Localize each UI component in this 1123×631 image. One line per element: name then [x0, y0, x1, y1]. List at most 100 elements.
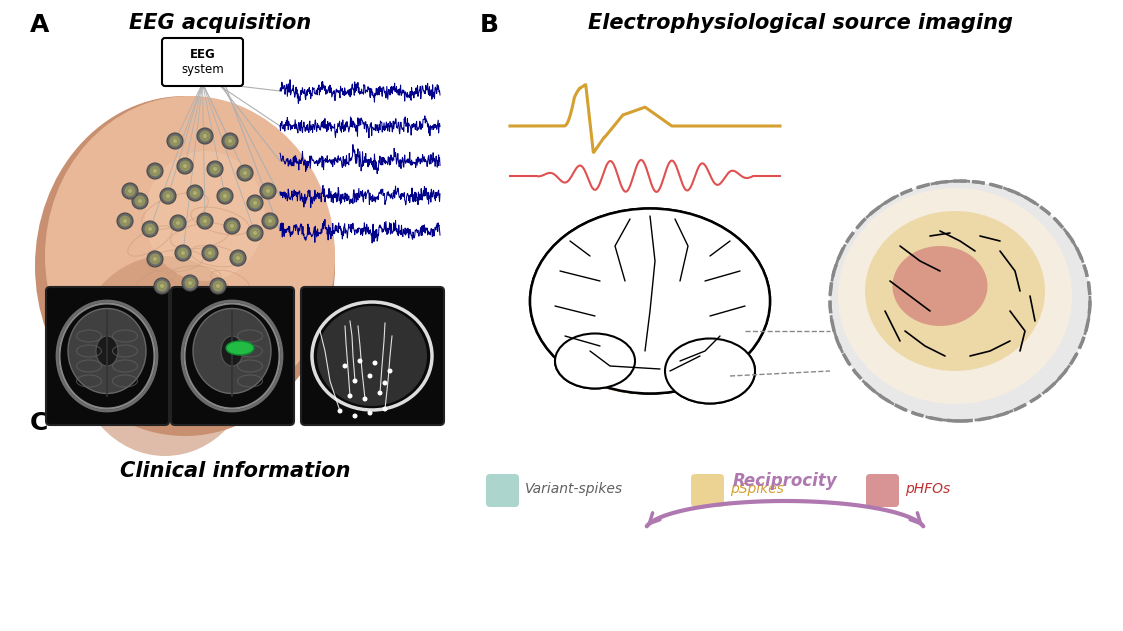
FancyBboxPatch shape — [486, 474, 519, 507]
Ellipse shape — [317, 306, 427, 406]
Circle shape — [117, 213, 133, 229]
Circle shape — [249, 198, 261, 208]
Text: pSpikes: pSpikes — [730, 482, 784, 496]
Circle shape — [175, 245, 191, 261]
Circle shape — [170, 215, 186, 231]
Circle shape — [159, 284, 164, 288]
Circle shape — [153, 169, 157, 173]
Circle shape — [225, 136, 236, 146]
Circle shape — [138, 199, 141, 203]
Ellipse shape — [830, 181, 1090, 421]
Text: Variant-spikes: Variant-spikes — [524, 482, 623, 496]
Circle shape — [173, 218, 183, 228]
Circle shape — [210, 163, 220, 175]
Ellipse shape — [530, 208, 770, 394]
Circle shape — [153, 257, 157, 261]
Circle shape — [263, 186, 274, 196]
Circle shape — [197, 213, 213, 229]
Ellipse shape — [75, 256, 255, 456]
Circle shape — [181, 251, 185, 255]
Circle shape — [208, 251, 212, 255]
Text: Reciprocity: Reciprocity — [732, 472, 838, 490]
Circle shape — [149, 165, 161, 177]
Text: pHFOs: pHFOs — [905, 482, 950, 496]
Text: system: system — [181, 62, 223, 76]
Ellipse shape — [193, 309, 271, 394]
Circle shape — [212, 281, 223, 292]
Ellipse shape — [45, 96, 335, 416]
Circle shape — [239, 167, 250, 179]
Text: EEG: EEG — [190, 49, 216, 61]
Circle shape — [237, 165, 253, 181]
Circle shape — [338, 408, 343, 413]
Circle shape — [230, 250, 246, 266]
Circle shape — [353, 413, 357, 418]
Circle shape — [253, 201, 257, 205]
Circle shape — [124, 219, 127, 223]
Circle shape — [232, 252, 244, 264]
Circle shape — [222, 133, 238, 149]
Circle shape — [262, 213, 279, 229]
Circle shape — [188, 281, 192, 285]
Circle shape — [217, 188, 232, 204]
FancyBboxPatch shape — [691, 474, 724, 507]
Ellipse shape — [530, 208, 770, 394]
Circle shape — [210, 278, 226, 294]
Ellipse shape — [226, 341, 254, 355]
Circle shape — [216, 284, 220, 288]
Ellipse shape — [565, 251, 725, 361]
Circle shape — [145, 223, 155, 235]
Ellipse shape — [555, 334, 634, 389]
Ellipse shape — [838, 188, 1072, 404]
Circle shape — [203, 134, 207, 138]
Text: Pre-/post-surgical MRI: Pre-/post-surgical MRI — [92, 286, 248, 299]
Circle shape — [200, 131, 210, 141]
Circle shape — [268, 219, 272, 223]
Circle shape — [247, 225, 263, 241]
Circle shape — [227, 220, 237, 232]
Ellipse shape — [865, 211, 1046, 371]
Circle shape — [207, 161, 223, 177]
Circle shape — [200, 216, 210, 227]
Circle shape — [265, 216, 275, 227]
Circle shape — [243, 171, 247, 175]
Circle shape — [133, 193, 148, 209]
Circle shape — [357, 358, 363, 363]
Circle shape — [170, 136, 181, 146]
Circle shape — [188, 185, 203, 201]
Ellipse shape — [69, 309, 146, 394]
Text: Electrophysiological source imaging: Electrophysiological source imaging — [587, 13, 1013, 33]
Ellipse shape — [665, 338, 755, 403]
Circle shape — [353, 379, 357, 384]
Text: CT: CT — [365, 286, 383, 299]
Circle shape — [190, 187, 201, 199]
Ellipse shape — [221, 336, 243, 366]
Circle shape — [184, 278, 195, 288]
Circle shape — [141, 221, 158, 237]
Circle shape — [213, 167, 217, 171]
FancyBboxPatch shape — [171, 287, 294, 425]
Circle shape — [122, 183, 138, 199]
Ellipse shape — [893, 246, 987, 326]
Circle shape — [223, 194, 227, 198]
Text: Clinical information: Clinical information — [120, 461, 350, 481]
Circle shape — [182, 275, 198, 291]
Circle shape — [119, 216, 130, 227]
Ellipse shape — [570, 298, 700, 394]
Circle shape — [125, 186, 136, 196]
Circle shape — [343, 363, 347, 369]
Circle shape — [204, 247, 216, 259]
Circle shape — [135, 196, 146, 206]
Circle shape — [183, 164, 188, 168]
Circle shape — [149, 254, 161, 264]
Circle shape — [223, 218, 240, 234]
Circle shape — [166, 194, 170, 198]
Circle shape — [230, 224, 234, 228]
Circle shape — [156, 281, 167, 292]
FancyBboxPatch shape — [46, 287, 168, 425]
FancyBboxPatch shape — [301, 287, 444, 425]
Circle shape — [249, 228, 261, 239]
Circle shape — [163, 191, 173, 201]
Text: C: C — [30, 411, 48, 435]
Ellipse shape — [665, 338, 755, 403]
